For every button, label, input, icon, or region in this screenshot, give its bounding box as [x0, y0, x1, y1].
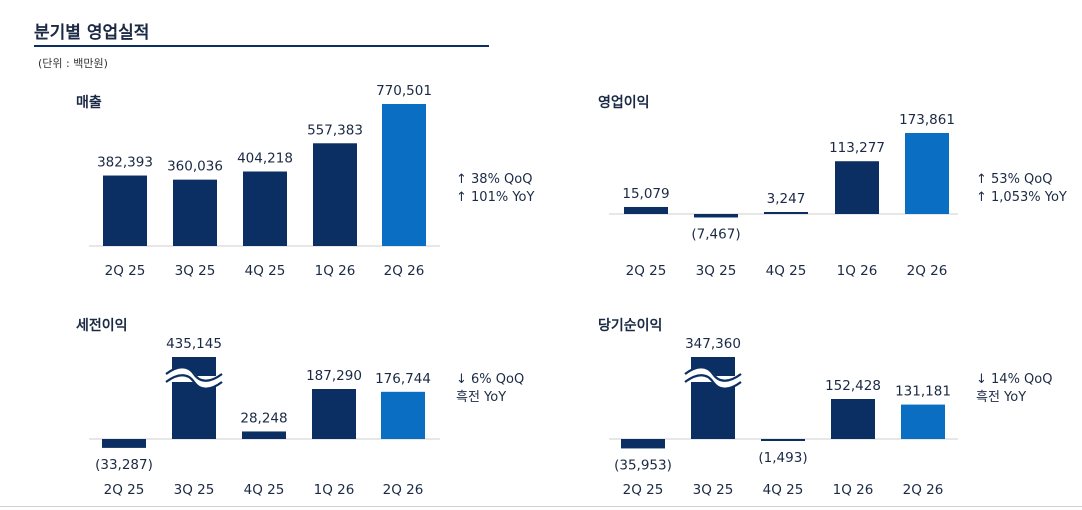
revenue-bar-0 — [103, 175, 147, 246]
net-income-category-label-3: 1Q 26 — [833, 482, 874, 498]
pretax-profit-value-label-3: 187,290 — [306, 368, 362, 384]
footer-rule — [0, 506, 1082, 507]
revenue-chart: 382,393 2Q 25 360,036 3Q 25 404,218 4Q 25 557,… — [89, 83, 440, 279]
net-income-yoy: 흑전 YoY — [976, 390, 1027, 405]
revenue-bar-1 — [173, 179, 217, 246]
operating-profit-yoy: ↑ 1,053% YoY — [976, 190, 1067, 205]
pretax-profit-value-label-1: 435,145 — [166, 336, 222, 352]
net-income-change: ↓ 14% QoQ 흑전 YoY — [976, 371, 1052, 407]
operating-profit-value-label-4: 173,861 — [899, 112, 955, 128]
title-underline — [34, 45, 489, 47]
net-income-bar-3 — [831, 399, 875, 439]
pretax-profit-value-label-0: (33,287) — [95, 457, 153, 473]
pretax-profit-category-label-3: 1Q 26 — [314, 482, 355, 498]
revenue-value-label-2: 404,218 — [237, 151, 293, 167]
net-income-category-label-0: 2Q 25 — [623, 482, 664, 498]
operating-profit-category-label-4: 2Q 26 — [907, 263, 948, 279]
pretax-profit-category-label-4: 2Q 26 — [383, 482, 424, 498]
pretax-profit-value-label-2: 28,248 — [240, 410, 287, 426]
net-income-value-label-2: (1,493) — [758, 450, 807, 466]
operating-profit-change: ↑ 53% QoQ ↑ 1,053% YoY — [976, 171, 1067, 207]
pretax-profit-change: ↓ 6% QoQ 흑전 YoY — [456, 371, 524, 407]
operating-profit-bar-3 — [835, 161, 879, 214]
operating-profit-value-label-1: (7,467) — [691, 226, 740, 242]
pretax-profit-bar-2 — [242, 431, 286, 439]
net-income-bar-4 — [901, 404, 945, 439]
net-income-value-label-0: (35,953) — [614, 457, 672, 473]
page-title: 분기별 영업실적 — [34, 23, 150, 43]
pretax-profit-category-label-2: 4Q 25 — [244, 482, 285, 498]
revenue-bar-3 — [313, 143, 357, 246]
pretax-profit-axis-break-line-top — [165, 366, 223, 382]
revenue-category-label-4: 2Q 26 — [384, 263, 425, 279]
revenue-bar-4 — [382, 104, 426, 246]
operating-profit-value-label-3: 113,277 — [829, 140, 885, 156]
revenue-value-label-4: 770,501 — [376, 83, 432, 99]
operating-profit-category-label-3: 1Q 26 — [837, 263, 878, 279]
operating-profit-bar-1 — [694, 214, 738, 218]
pretax-profit-bar-0 — [102, 439, 146, 448]
unit-note: (단위 : 백만원) — [38, 57, 108, 70]
pretax-profit-category-label-0: 2Q 25 — [104, 482, 145, 498]
net-income-value-label-3: 152,428 — [825, 378, 881, 394]
revenue-title: 매출 — [76, 95, 102, 111]
revenue-category-label-1: 3Q 25 — [175, 263, 216, 279]
operating-profit-category-label-2: 4Q 25 — [766, 263, 807, 279]
operating-profit-category-label-1: 3Q 25 — [696, 263, 737, 279]
net-income-axis-break-line-top — [684, 366, 742, 382]
operating-profit-bar-2 — [764, 212, 808, 214]
revenue-value-label-3: 557,383 — [307, 122, 363, 138]
revenue-bar-2 — [243, 171, 287, 246]
revenue-category-label-3: 1Q 26 — [315, 263, 356, 279]
net-income-value-label-1: 347,360 — [685, 336, 741, 352]
net-income-category-label-4: 2Q 26 — [903, 482, 944, 498]
pretax-profit-bar-4 — [381, 391, 425, 439]
revenue-value-label-1: 360,036 — [167, 159, 223, 175]
pretax-profit-yoy: 흑전 YoY — [456, 390, 507, 405]
operating-profit-qoq: ↑ 53% QoQ — [976, 172, 1053, 187]
operating-profit-chart: 15,079 2Q 25 (7,467) 3Q 25 3,247 4Q 25 113,277… — [609, 112, 958, 279]
operating-profit-bar-4 — [905, 133, 949, 214]
revenue-qoq: ↑ 38% QoQ — [456, 172, 533, 187]
net-income-value-label-4: 131,181 — [895, 384, 951, 400]
revenue-change: ↑ 38% QoQ ↑ 101% YoY — [456, 171, 534, 207]
pretax-profit-category-label-1: 3Q 25 — [174, 482, 215, 498]
net-income-bar-2 — [761, 439, 805, 441]
net-income-title: 당기순이익 — [598, 318, 663, 334]
revenue-yoy: ↑ 101% YoY — [456, 190, 535, 205]
pretax-profit-bar-3 — [312, 389, 356, 439]
net-income-axis-break-mask — [682, 367, 744, 389]
net-income-qoq: ↓ 14% QoQ — [976, 372, 1053, 387]
revenue-value-label-0: 382,393 — [97, 155, 153, 171]
net-income-axis-break-line-bottom — [684, 374, 742, 390]
net-income-category-label-2: 4Q 25 — [763, 482, 804, 498]
pretax-profit-chart: (33,287) 2Q 25 435,145 3Q 25 28,248 4Q 25 187,… — [89, 336, 440, 498]
operating-profit-category-label-0: 2Q 25 — [626, 263, 667, 279]
revenue-category-label-2: 4Q 25 — [245, 263, 286, 279]
operating-profit-value-label-0: 15,079 — [622, 186, 669, 202]
net-income-bar-0 — [621, 439, 665, 449]
net-income-category-label-1: 3Q 25 — [693, 482, 734, 498]
pretax-profit-value-label-4: 176,744 — [375, 371, 431, 387]
pretax-profit-axis-break-line-bottom — [165, 374, 223, 390]
revenue-category-label-0: 2Q 25 — [105, 263, 146, 279]
pretax-profit-axis-break-mask — [163, 367, 225, 389]
operating-profit-bar-0 — [624, 206, 668, 214]
pretax-profit-title: 세전이익 — [76, 318, 128, 334]
operating-profit-value-label-2: 3,247 — [767, 191, 806, 207]
operating-profit-title: 영업이익 — [598, 95, 650, 111]
pretax-profit-qoq: ↓ 6% QoQ — [456, 372, 525, 387]
